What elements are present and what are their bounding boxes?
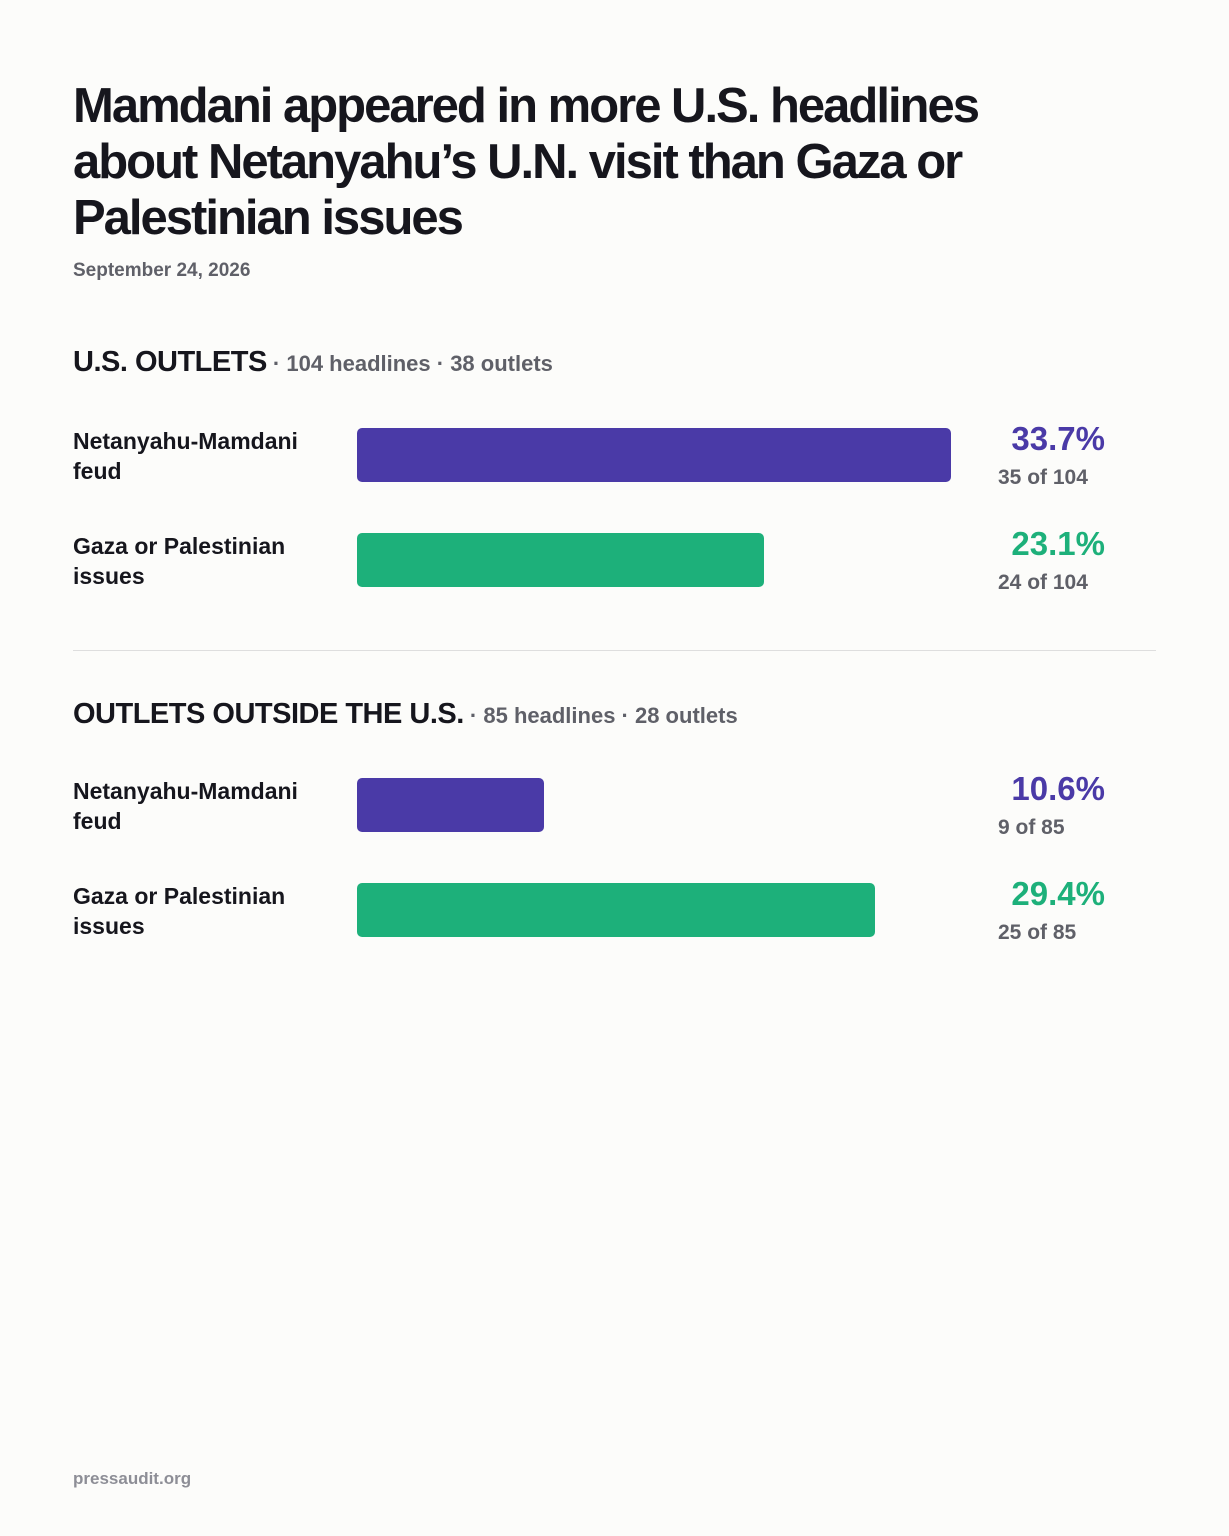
bar-track: [357, 533, 951, 587]
bar-row: Netanyahu-Mamdani feud 10.6% 9 of 85: [0, 770, 1229, 856]
bar-label: Gaza or Palestinian issues: [73, 533, 286, 589]
source-footer: pressaudit.org: [73, 1469, 192, 1488]
section-title: U.S. OUTLETS: [73, 346, 267, 378]
bar-count-label: 24 of 104: [998, 571, 1088, 594]
bar: [357, 533, 765, 587]
section-title: OUTLETS OUTSIDE THE U.S.: [73, 698, 464, 730]
section-heading-intl: OUTLETS OUTSIDE THE U.S. · 85 headlines …: [73, 698, 738, 731]
bar-label: Gaza or Palestinian issues: [73, 883, 286, 939]
bar-value-label: 10.6%: [1011, 770, 1105, 807]
bar-count-label: 35 of 104: [998, 466, 1088, 489]
bar-row: Netanyahu-Mamdani feud 33.7% 35 of 104: [0, 420, 1229, 506]
bar-row: Gaza or Palestinian issues 29.4% 25 of 8…: [0, 875, 1229, 961]
section-divider: [73, 650, 1156, 651]
bar-value-label: 23.1%: [1011, 525, 1105, 562]
section-heading-us: U.S. OUTLETS · 104 headlines · 38 outlet…: [73, 346, 553, 379]
bar-value-label: 33.7%: [1011, 420, 1105, 457]
section-meta: · 85 headlines · 28 outlets: [463, 703, 738, 728]
bar-label: Netanyahu-Mamdani feud: [73, 428, 298, 484]
bar-count-label: 25 of 85: [998, 921, 1077, 944]
date: September 24, 2026: [73, 260, 251, 281]
bar-label: Netanyahu-Mamdani feud: [73, 778, 298, 834]
bar-track: [357, 883, 951, 937]
bar-track: [357, 428, 951, 482]
bar-count-label: 9 of 85: [998, 816, 1065, 839]
chart-title: Mamdani appeared in more U.S. headlines …: [73, 79, 980, 245]
bar: [357, 883, 876, 937]
bar-track: [357, 778, 951, 832]
bar: [357, 428, 951, 482]
section-meta: · 104 headlines · 38 outlets: [266, 351, 553, 376]
bar-row: Gaza or Palestinian issues 23.1% 24 of 1…: [0, 525, 1229, 611]
bar: [357, 778, 544, 832]
bar-value-label: 29.4%: [1011, 875, 1105, 912]
